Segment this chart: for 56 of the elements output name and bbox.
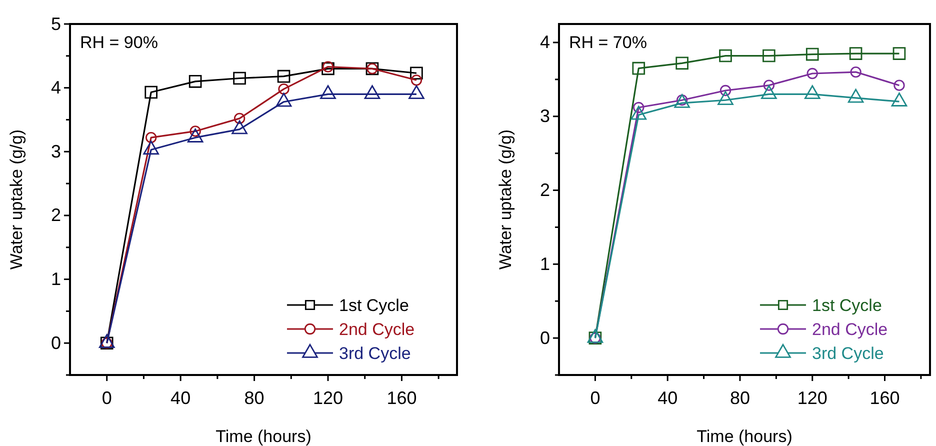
x-tick-label: 0: [590, 388, 600, 408]
legend-label: 1st Cycle: [812, 296, 882, 315]
legend-label: 3rd Cycle: [812, 344, 884, 363]
point: [146, 132, 157, 144]
point: [676, 56, 688, 70]
point: [892, 47, 906, 60]
x-tick-label: 40: [170, 388, 191, 408]
y-tick-label: 1: [50, 269, 61, 290]
x-tick-label: 120: [312, 388, 344, 408]
x-tick-label: 40: [658, 388, 678, 408]
y-tick-label: 0: [50, 332, 61, 353]
x-tick-label: 80: [730, 388, 750, 408]
point: [144, 86, 158, 99]
point: [806, 48, 819, 61]
point: [410, 66, 423, 80]
point: [233, 72, 246, 85]
x-axis-title: Time (hours): [216, 427, 312, 446]
legend-label: 1st Cycle: [339, 296, 409, 315]
y-tick-label: 0: [540, 328, 550, 348]
point: [234, 112, 246, 124]
legend-label: 2nd Cycle: [812, 320, 888, 339]
x-tick-label: 0: [102, 388, 112, 408]
point: [632, 62, 646, 75]
y-tick-label: 2: [50, 205, 61, 226]
y-axis-title: Water uptake (g/g): [7, 129, 26, 270]
point: [278, 84, 290, 95]
y-tick-label: 1: [540, 254, 550, 274]
point: [188, 75, 202, 88]
x-tick-label: 120: [797, 388, 828, 408]
y-axis-title: Water uptake (g/g): [496, 129, 515, 270]
point: [720, 84, 732, 96]
point: [719, 49, 732, 62]
point: [894, 80, 905, 91]
x-tick-label: 80: [244, 388, 264, 408]
legend-label: 3rd Cycle: [339, 344, 411, 363]
point: [410, 74, 422, 86]
y-tick-label: 3: [50, 141, 61, 162]
y-tick-label: 4: [50, 78, 61, 98]
point: [850, 66, 862, 78]
point: [849, 47, 862, 60]
y-tick-label: 4: [540, 32, 550, 52]
point: [322, 62, 334, 76]
point: [277, 70, 290, 83]
point: [762, 49, 776, 62]
y-tick-label: 3: [540, 106, 550, 126]
point: [806, 68, 818, 80]
x-tick-label: 160: [870, 388, 900, 408]
point: [763, 80, 775, 91]
point: [322, 61, 334, 72]
x-tick-label: 160: [386, 388, 417, 408]
annotation: RH = 90%: [80, 33, 158, 52]
x-axis-title: Time (hours): [696, 427, 792, 446]
annotation: RH = 70%: [569, 33, 647, 52]
y-tick-label: 2: [540, 180, 550, 200]
legend-label: 2nd Cycle: [339, 320, 415, 339]
y-tick-label: 5: [50, 14, 61, 34]
